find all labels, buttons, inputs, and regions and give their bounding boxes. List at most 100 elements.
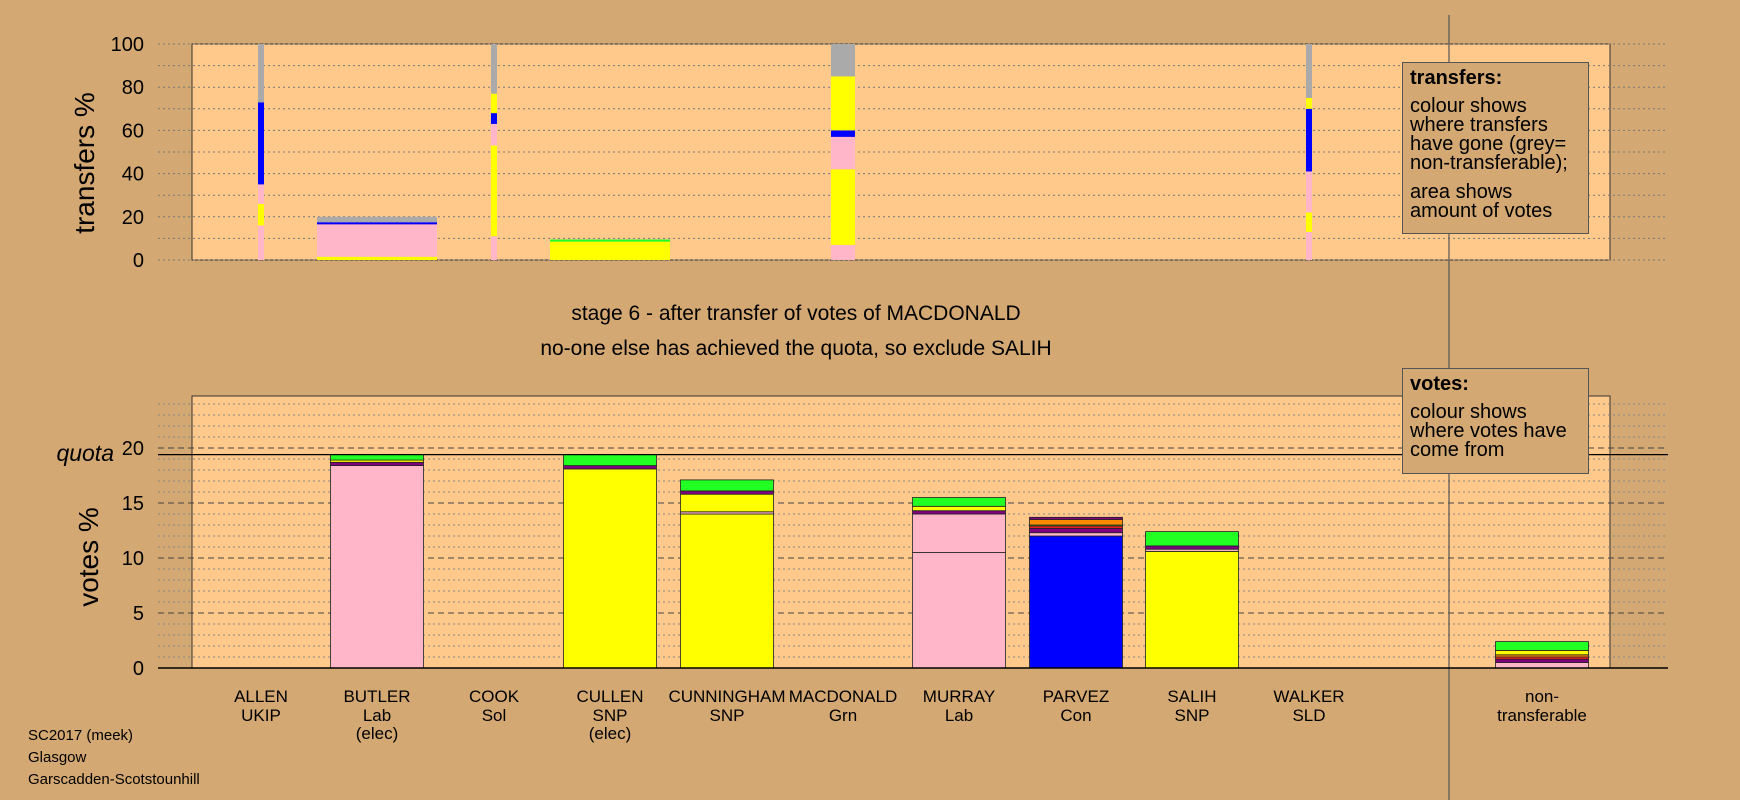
votes-tick-label: 10 [122,548,144,570]
transfer-segment-macdonald [831,244,855,260]
vote-segment-parvez [1029,535,1123,669]
transfer-segment-allen [258,225,264,260]
vote-segment-cunningham [680,513,774,669]
transfer-segment-walker [1306,44,1312,98]
votes-legend-title: votes: [1410,373,1469,395]
vote-segment-murray [912,552,1006,669]
vote-segment-butler [330,465,424,669]
candidate-name: PARVEZ [1043,687,1109,706]
vote-segment-cunningham [680,490,774,495]
transfer-segment-cullen [550,239,670,242]
candidate-name: MACDONALD [789,687,898,706]
transfer-segment-allen [258,44,264,103]
candidate-party: Lab [363,706,391,725]
candidate-name: WALKER [1273,687,1344,706]
candidate-party: UKIP [241,706,281,725]
vote-segment-murray [912,497,1006,507]
vote-segment-cunningham [680,493,774,513]
nontransferable-label: transferable [1497,706,1587,725]
votes-legend: votes: colour shows where votes have com… [1402,368,1589,474]
votes-plot-area [191,395,1611,669]
candidate-name: MURRAY [923,687,995,706]
vote-segment-cullen [563,468,657,669]
transfers-tick-label: 40 [122,164,144,186]
transfer-segment-walker [1306,171,1312,213]
vote-segment-salih [1145,545,1239,550]
transfer-segment-cook [491,236,497,260]
vote-segment-parvez [1029,527,1123,534]
vote-segment-murray [912,510,1006,515]
transfer-segment-macdonald [831,130,855,137]
transfer-segment-butler [317,216,437,223]
transfers-tick-label: 0 [133,250,144,272]
transfer-segment-cullen [550,241,670,260]
candidate-elected: (elec) [356,724,399,743]
vote-segment-parvez [1029,532,1123,537]
transfers-legend: transfers: colour shows where transfers … [1402,62,1589,234]
candidate-name: ALLEN [234,687,288,706]
transfers-tick-label: 100 [111,34,144,56]
candidate-name: SALIH [1167,687,1216,706]
candidate-party: SLD [1292,706,1325,725]
candidate-name: CUNNINGHAM [668,687,785,706]
transfer-segment-butler [317,256,437,260]
vote-segment-nontransferable [1495,662,1589,669]
transfer-segment-cook [491,123,497,146]
votes-axis-title: votes % [73,507,104,607]
candidate-party: Lab [945,706,973,725]
vote-segment-nontransferable [1495,658,1589,663]
candidate-party: Con [1060,706,1091,725]
transfer-segment-allen [258,203,264,226]
votes-legend-text: colour shows where votes have come from [1410,401,1567,461]
candidate-name: COOK [469,687,520,706]
votes-tick-label: 5 [133,603,144,625]
transfer-segment-cook [491,93,497,114]
vote-segment-butler [330,454,424,461]
transfer-segment-macdonald [831,136,855,170]
transfer-segment-allen [258,102,264,185]
transfer-segment-macdonald [831,76,855,131]
vote-segment-nontransferable [1495,650,1589,656]
vote-segment-salih [1145,551,1239,669]
vote-segment-cullen [563,454,657,467]
vote-segment-murray [912,513,1006,553]
transfer-segment-walker [1306,231,1312,260]
transfer-segment-macdonald [831,169,855,245]
transfers-legend-text-1: colour shows where transfers have gone (… [1410,95,1568,174]
footer-line-3: Garscadden-Scotstounhill [28,771,200,788]
vote-segment-butler [330,461,424,466]
stage-line-1: stage 6 - after transfer of votes of MAC… [571,302,1020,325]
candidate-party: Sol [482,706,507,725]
transfer-segment-walker [1306,212,1312,232]
footer-line-2: Glasgow [28,749,87,766]
transfer-segment-walker [1306,98,1312,109]
candidate-party: SNP [710,706,745,725]
transfers-axis-title: transfers % [69,92,100,234]
vote-segment-cunningham [680,479,774,492]
nontransferable-label: non- [1525,687,1559,706]
transfers-tick-label: 60 [122,120,144,142]
candidate-party: SNP [593,706,628,725]
transfer-segment-butler [317,222,437,225]
vote-segment-nontransferable [1495,641,1589,651]
transfer-segment-macdonald [831,44,855,77]
quota-label: quota [56,440,114,466]
vote-segment-parvez [1029,516,1123,520]
vote-segment-parvez [1029,519,1123,526]
transfer-segment-butler [317,224,437,257]
transfer-segment-allen [258,184,264,204]
transfers-tick-label: 80 [122,77,144,99]
stage-line-2: no-one else has achieved the quota, so e… [540,337,1051,360]
votes-tick-label: 20 [122,438,144,460]
vote-segment-salih [1145,531,1239,547]
votes-tick-label: 15 [122,493,144,515]
transfer-segment-cook [491,44,497,94]
transfer-segment-walker [1306,108,1312,172]
vote-segment-cullen [563,465,657,470]
candidate-name: BUTLER [343,687,410,706]
transfer-segment-cook [491,113,497,124]
candidate-elected: (elec) [589,724,632,743]
transfers-legend-text-2: area shows amount of votes [1410,181,1553,222]
